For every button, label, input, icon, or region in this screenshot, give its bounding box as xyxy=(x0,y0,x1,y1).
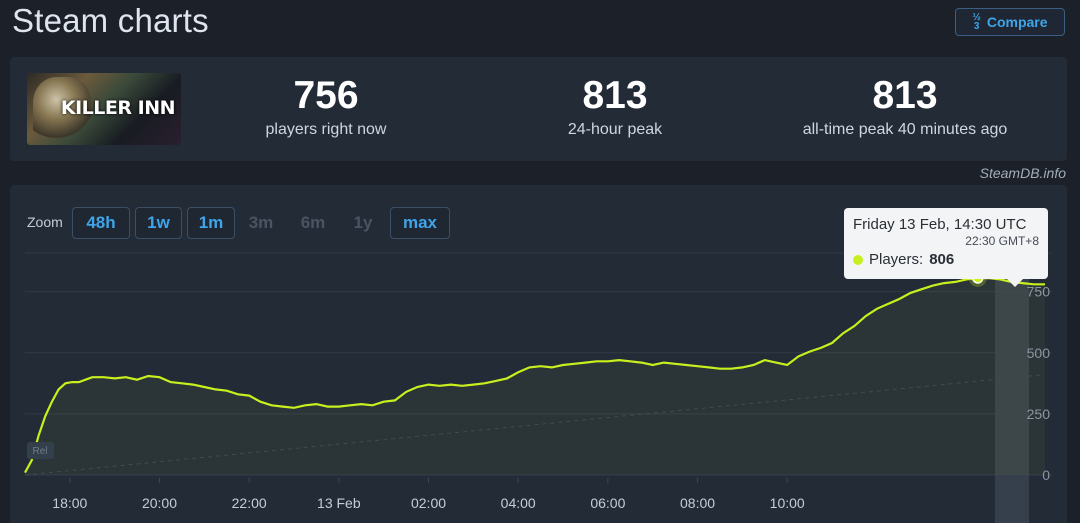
compare-button-label: Compare xyxy=(986,14,1048,30)
x-tick-label: 06:00 xyxy=(590,495,625,511)
stat-players-now: 756 players right now xyxy=(181,73,471,139)
tooltip-title: Friday 13 Feb, 14:30 UTC xyxy=(853,216,1027,233)
game-artwork xyxy=(33,77,91,141)
zoom-label: Zoom xyxy=(27,214,63,230)
y-axis: 0 250 500 750 xyxy=(1027,284,1051,483)
hover-highlight-band xyxy=(995,268,1029,523)
x-axis: 18:00 20:00 22:00 13 Feb 02:00 04:00 06:00 08:0… xyxy=(52,478,805,511)
stat-value: 813 xyxy=(872,74,938,117)
zoom-6m-button: 6m xyxy=(300,213,326,232)
steamdb-attribution[interactable]: SteamDB.info xyxy=(979,165,1066,181)
y-tick-label: 250 xyxy=(1027,406,1051,422)
trend-line xyxy=(24,374,1041,476)
series-area xyxy=(25,278,1045,475)
stat-label: all-time peak 40 minutes ago xyxy=(802,121,1008,138)
stat-24h-peak: 813 24-hour peak xyxy=(470,73,760,139)
y-tick-label: 750 xyxy=(1027,284,1051,300)
series-color-dot-icon xyxy=(853,254,863,265)
zoom-1y-button: 1y xyxy=(353,213,373,232)
tooltip-value: 806 xyxy=(929,251,955,268)
zoom-max-button[interactable]: max xyxy=(390,207,450,239)
y-tick-label: 0 xyxy=(1042,467,1050,483)
x-tick-label: 20:00 xyxy=(142,495,177,511)
stat-label: players right now xyxy=(265,121,387,138)
zoom-1w-button[interactable]: 1w xyxy=(135,207,182,239)
stat-all-time-peak: 813 all-time peak 40 minutes ago xyxy=(760,73,1050,139)
release-marker-label: Rel xyxy=(32,446,47,457)
stat-label: 24-hour peak xyxy=(567,121,663,138)
players-series-line xyxy=(24,276,1045,474)
tooltip-row: Players: 806 xyxy=(853,251,1039,268)
game-logo-text: KILLER INN xyxy=(60,97,176,119)
y-tick-label: 500 xyxy=(1027,345,1051,361)
stat-value: 813 xyxy=(582,74,648,117)
zoom-48h-button[interactable]: 48h xyxy=(72,207,130,239)
x-tick-label: 10:00 xyxy=(770,495,805,511)
zoom-1m-button[interactable]: 1m xyxy=(187,207,235,239)
tooltip-series-label: Players: xyxy=(869,251,924,268)
x-tick-label: 18:00 xyxy=(52,495,87,511)
chart-panel: Zoom 48h 1w 1m 3m 6m 1y max 0 250 500 750 1… xyxy=(10,185,1067,523)
x-tick-label: 22:00 xyxy=(232,495,267,511)
x-tick-label: 13 Feb xyxy=(317,495,361,511)
x-tick-label: 04:00 xyxy=(501,495,536,511)
stat-value: 756 xyxy=(293,74,359,117)
game-logo[interactable]: KILLER INN xyxy=(27,73,181,145)
stats-panel: KILLER INN 756 players right now 813 24-… xyxy=(10,57,1067,161)
page-title: Steam charts xyxy=(12,2,209,39)
zoom-3m-button: 3m xyxy=(248,213,274,232)
tooltip-subtitle: 22:30 GMT+8 xyxy=(965,234,1039,248)
x-tick-label: 08:00 xyxy=(680,495,715,511)
release-marker[interactable] xyxy=(27,442,54,459)
chart-tooltip: Friday 13 Feb, 14:30 UTC 22:30 GMT+8 Pla… xyxy=(844,208,1048,287)
x-tick-label: 02:00 xyxy=(411,495,446,511)
